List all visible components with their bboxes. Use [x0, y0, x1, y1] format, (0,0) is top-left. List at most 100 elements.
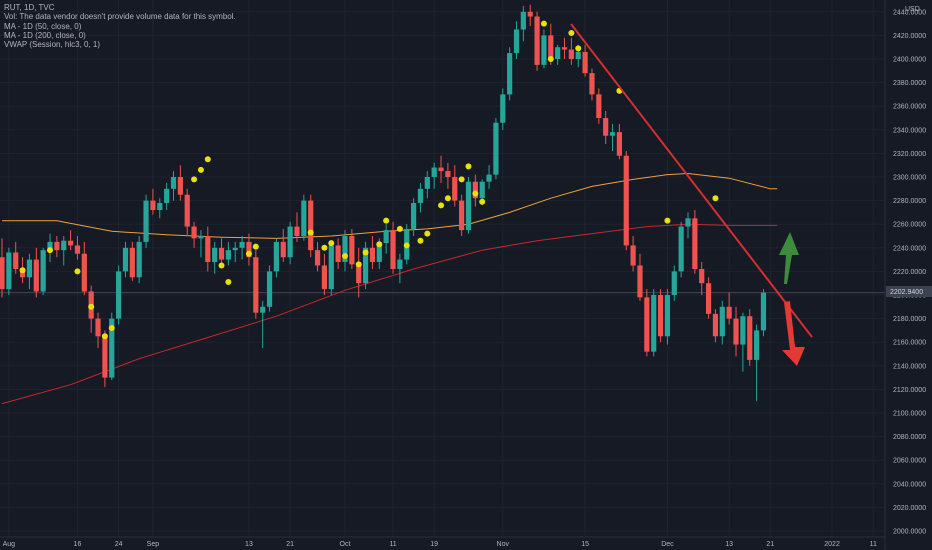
- candle[interactable]: [486, 165, 492, 189]
- candle[interactable]: [678, 221, 684, 278]
- candle[interactable]: [177, 165, 183, 201]
- candle[interactable]: [568, 37, 574, 65]
- candle[interactable]: [712, 309, 719, 343]
- candle[interactable]: [733, 306, 739, 357]
- candle[interactable]: [555, 44, 561, 65]
- candle[interactable]: [212, 241, 218, 274]
- candle[interactable]: [623, 151, 629, 251]
- candle[interactable]: [253, 250, 259, 319]
- candle[interactable]: [582, 44, 588, 77]
- candle[interactable]: [424, 171, 430, 199]
- candle[interactable]: [273, 238, 279, 278]
- candle[interactable]: [26, 253, 33, 290]
- symbol-title[interactable]: RUT, 1D, TVC: [4, 3, 55, 12]
- candle[interactable]: [308, 194, 314, 258]
- candle[interactable]: [644, 289, 650, 357]
- vwap-legend[interactable]: VWAP (Session, hlc3, 0, 1): [4, 40, 101, 50]
- candle[interactable]: [747, 309, 753, 366]
- candle[interactable]: [143, 194, 149, 248]
- candle[interactable]: [342, 230, 348, 272]
- candle[interactable]: [33, 247, 39, 298]
- price-axis[interactable]: [0, 0, 886, 550]
- candle[interactable]: [122, 241, 129, 278]
- candle[interactable]: [411, 198, 417, 236]
- candle[interactable]: [383, 224, 389, 254]
- candle[interactable]: [81, 241, 87, 295]
- candle[interactable]: [452, 165, 458, 207]
- candle[interactable]: [534, 11, 540, 71]
- candle[interactable]: [719, 300, 725, 345]
- candle[interactable]: [431, 162, 437, 189]
- candle[interactable]: [664, 289, 671, 345]
- candle[interactable]: [157, 198, 163, 219]
- candle[interactable]: [225, 241, 231, 266]
- candle[interactable]: [287, 221, 293, 265]
- candle[interactable]: [266, 265, 273, 312]
- candle[interactable]: [6, 247, 12, 295]
- up-arrow-icon[interactable]: [779, 232, 799, 284]
- candle[interactable]: [0, 238, 5, 298]
- candles[interactable]: [0, 4, 767, 402]
- candle[interactable]: [321, 253, 328, 295]
- candle[interactable]: [390, 221, 396, 274]
- candle[interactable]: [205, 226, 211, 272]
- candle[interactable]: [603, 110, 609, 144]
- candle[interactable]: [40, 247, 46, 295]
- candle[interactable]: [246, 233, 252, 266]
- candle[interactable]: [239, 236, 245, 260]
- candle[interactable]: [314, 241, 321, 272]
- candle[interactable]: [520, 5, 526, 42]
- down-arrow-icon[interactable]: [782, 301, 805, 366]
- candle[interactable]: [294, 212, 300, 242]
- candle[interactable]: [637, 253, 643, 301]
- candle[interactable]: [218, 238, 225, 266]
- candle[interactable]: [692, 210, 698, 274]
- candle[interactable]: [671, 265, 677, 301]
- candle[interactable]: [13, 241, 19, 274]
- ma50-legend[interactable]: MA - 1D (50, close, 0): [4, 21, 82, 31]
- candle[interactable]: [129, 241, 135, 281]
- candle[interactable]: [95, 312, 101, 349]
- candle[interactable]: [150, 188, 156, 215]
- candle[interactable]: [609, 123, 616, 152]
- candle[interactable]: [164, 182, 170, 211]
- candle[interactable]: [417, 182, 424, 213]
- candle[interactable]: [651, 289, 657, 357]
- candle[interactable]: [685, 212, 691, 239]
- candle[interactable]: [493, 118, 499, 180]
- candle[interactable]: [198, 230, 204, 258]
- candle[interactable]: [136, 236, 142, 284]
- candle[interactable]: [465, 177, 472, 234]
- candle[interactable]: [596, 88, 602, 124]
- candle[interactable]: [589, 68, 595, 101]
- candle[interactable]: [760, 289, 767, 337]
- candle[interactable]: [445, 162, 451, 189]
- candle[interactable]: [616, 123, 622, 160]
- candle[interactable]: [362, 241, 369, 290]
- candle[interactable]: [438, 155, 444, 183]
- candle[interactable]: [102, 330, 108, 388]
- candle[interactable]: [507, 47, 513, 101]
- candle[interactable]: [68, 230, 74, 251]
- candle[interactable]: [541, 29, 547, 69]
- candle[interactable]: [726, 292, 732, 325]
- candle[interactable]: [500, 88, 506, 130]
- candle[interactable]: [232, 241, 238, 262]
- candle[interactable]: [109, 312, 115, 380]
- candle[interactable]: [397, 253, 403, 284]
- candle[interactable]: [356, 247, 362, 298]
- candle[interactable]: [260, 300, 266, 349]
- candle[interactable]: [335, 238, 341, 270]
- candle[interactable]: [561, 37, 568, 59]
- candle[interactable]: [184, 188, 190, 236]
- trendline[interactable]: [570, 23, 813, 338]
- candle[interactable]: [459, 194, 465, 236]
- candle[interactable]: [699, 261, 705, 295]
- candle[interactable]: [349, 228, 355, 270]
- candle[interactable]: [54, 236, 60, 258]
- candle[interactable]: [280, 228, 286, 262]
- candle[interactable]: [740, 312, 746, 372]
- candle[interactable]: [116, 265, 122, 325]
- candle[interactable]: [170, 171, 177, 201]
